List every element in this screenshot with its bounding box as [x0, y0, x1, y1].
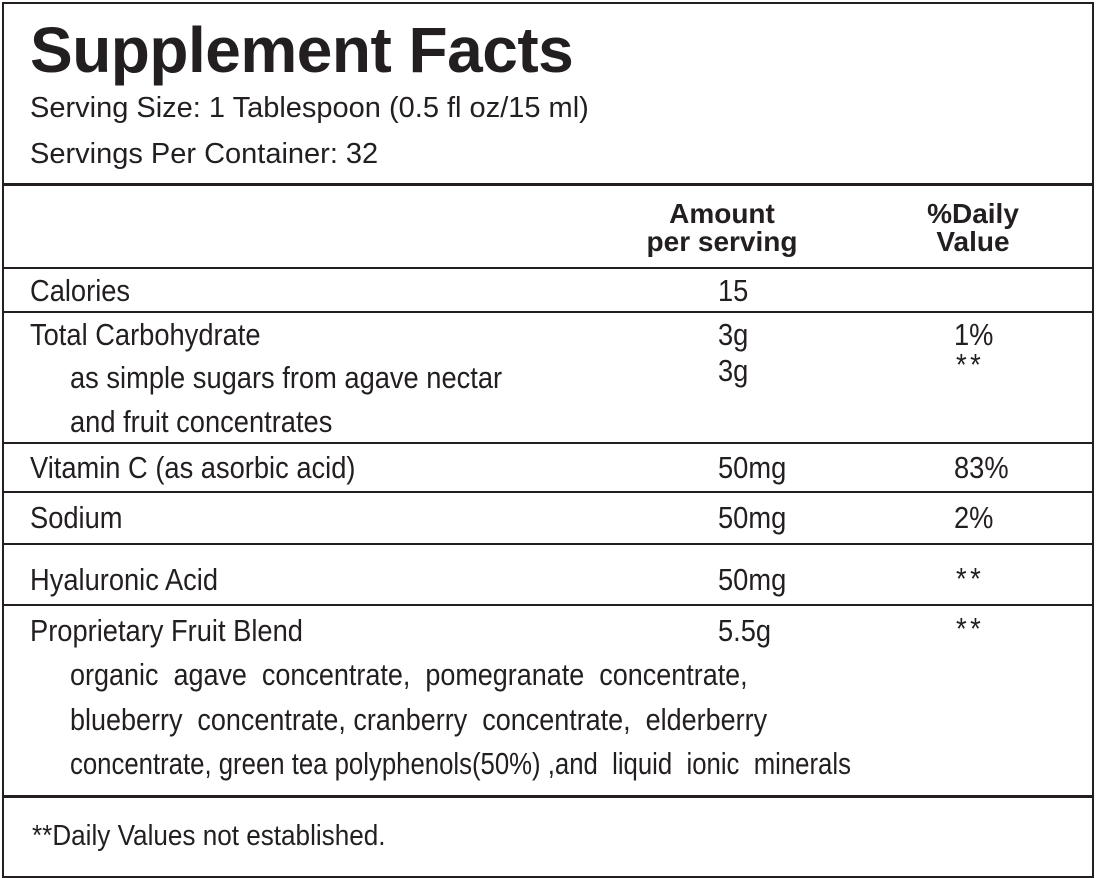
nutrient-amount: 3g [718, 353, 749, 388]
divider [4, 543, 1092, 545]
nutrient-name: Vitamin C (as asorbic acid) [30, 450, 356, 485]
sub-nutrient-name: as simple sugars from agave nectar [70, 360, 503, 395]
nutrient-name: Total Carbohydrate [30, 317, 261, 352]
serving-size: Serving Size: 1 Tablespoon (0.5 fl oz/15… [30, 92, 589, 124]
nutrient-amount: 5.5g [718, 613, 772, 648]
blend-ingredients-line: concentrate, green tea polyphenols(50%) … [70, 746, 851, 781]
blend-ingredients-line: blueberry concentrate, cranberry concent… [70, 702, 768, 737]
panel-title: Supplement Facts [30, 14, 574, 86]
nutrient-daily-value: ** [956, 561, 985, 596]
divider-thick [4, 795, 1092, 798]
daily-value-header-line1: %Daily [927, 198, 1019, 229]
daily-value-header-line2: Value [936, 226, 1010, 257]
nutrient-name: Proprietary Fruit Blend [30, 613, 303, 648]
nutrient-amount: 50mg [718, 562, 787, 597]
servings-per-container: Servings Per Container: 32 [30, 138, 379, 170]
daily-value-header: %Daily Value [888, 200, 1058, 256]
divider [4, 491, 1092, 493]
amount-header-line1: Amount [669, 198, 775, 229]
divider [4, 267, 1092, 269]
nutrient-amount: 50mg [718, 500, 787, 535]
amount-header-line2: per serving [646, 226, 798, 257]
nutrient-daily-value: 83% [954, 450, 1009, 485]
nutrient-name: Calories [30, 273, 131, 308]
amount-header: Amount per serving [622, 200, 822, 256]
divider [4, 604, 1092, 606]
nutrient-amount: 50mg [718, 450, 787, 485]
footnote: **Daily Values not established. [32, 820, 386, 852]
nutrient-daily-value: ** [956, 611, 985, 646]
divider-thick [4, 183, 1092, 186]
nutrient-amount: 15 [718, 273, 749, 308]
nutrient-daily-value: 1% [954, 317, 994, 352]
divider [4, 311, 1092, 313]
nutrient-daily-value: 2% [954, 500, 994, 535]
blend-ingredients-line: organic agave concentrate, pomegranate c… [70, 657, 748, 692]
nutrient-name: Sodium [30, 500, 123, 535]
nutrient-name: Hyaluronic Acid [30, 562, 219, 597]
divider [4, 442, 1092, 444]
nutrient-daily-value: ** [956, 347, 985, 382]
sub-nutrient-name-cont: and fruit concentrates [70, 404, 333, 439]
nutrient-amount: 3g [718, 317, 749, 352]
